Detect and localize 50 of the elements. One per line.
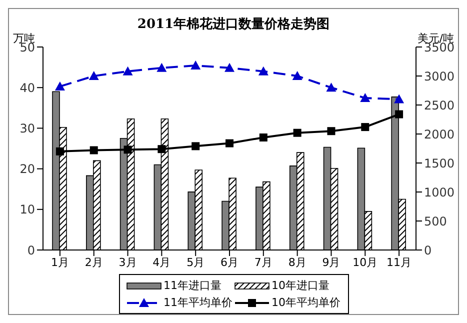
y-tick-label: 0 — [27, 243, 35, 258]
x-tick-label: 10月 — [352, 256, 378, 269]
point — [122, 66, 133, 76]
point — [361, 123, 370, 132]
x-tick-label: 7月 — [254, 256, 272, 269]
point — [326, 82, 336, 92]
legend-label: 11年平均单价 — [164, 295, 232, 310]
point — [394, 94, 404, 104]
y2-tick-label: 2000 — [424, 127, 455, 142]
point — [192, 142, 200, 150]
y-tick-label: 40 — [20, 80, 35, 95]
y2-tick-label: 1500 — [424, 156, 455, 170]
point — [360, 93, 370, 102]
legend-label: 10年平均单价 — [272, 295, 340, 310]
y2-tick-label: 3000 — [424, 69, 455, 84]
y2-tick-label: 2500 — [424, 98, 455, 112]
y-tick-label: 20 — [20, 162, 35, 176]
y-tick-label: 10 — [20, 202, 35, 217]
point — [327, 127, 336, 136]
x-tick-label: 5月 — [186, 256, 205, 269]
x-tick-label: 9月 — [322, 256, 340, 269]
point — [88, 71, 99, 80]
legend-label: 11年进口量 — [164, 278, 222, 293]
point — [224, 62, 234, 72]
x-tick-label: 1月 — [50, 256, 69, 269]
y-tick-label: 30 — [20, 121, 35, 136]
point — [190, 60, 201, 70]
point — [395, 110, 404, 118]
point — [90, 146, 98, 154]
x-tick-label: 4月 — [152, 256, 171, 269]
x-tick-label: 6月 — [220, 256, 238, 269]
point — [226, 139, 234, 148]
x-tick-label: 2月 — [84, 256, 103, 269]
point — [156, 62, 167, 72]
point — [259, 133, 268, 142]
chart-title: 2011年棉花进口数量价格走势图 — [136, 16, 331, 33]
y2-tick-label: 1000 — [424, 185, 455, 200]
x-tick-label: 11月 — [386, 256, 412, 269]
point — [258, 66, 268, 76]
y2-tick-label: 0 — [424, 243, 432, 258]
point — [124, 146, 132, 154]
x-tick-label: 3月 — [118, 256, 137, 269]
point — [293, 128, 302, 137]
legend-label: 10年进口量 — [272, 278, 330, 293]
point — [54, 81, 65, 90]
point — [158, 145, 166, 154]
x-tick-label: 8月 — [288, 256, 306, 269]
y2-tick-label: 500 — [424, 214, 447, 228]
point — [292, 71, 302, 80]
point — [56, 147, 64, 156]
